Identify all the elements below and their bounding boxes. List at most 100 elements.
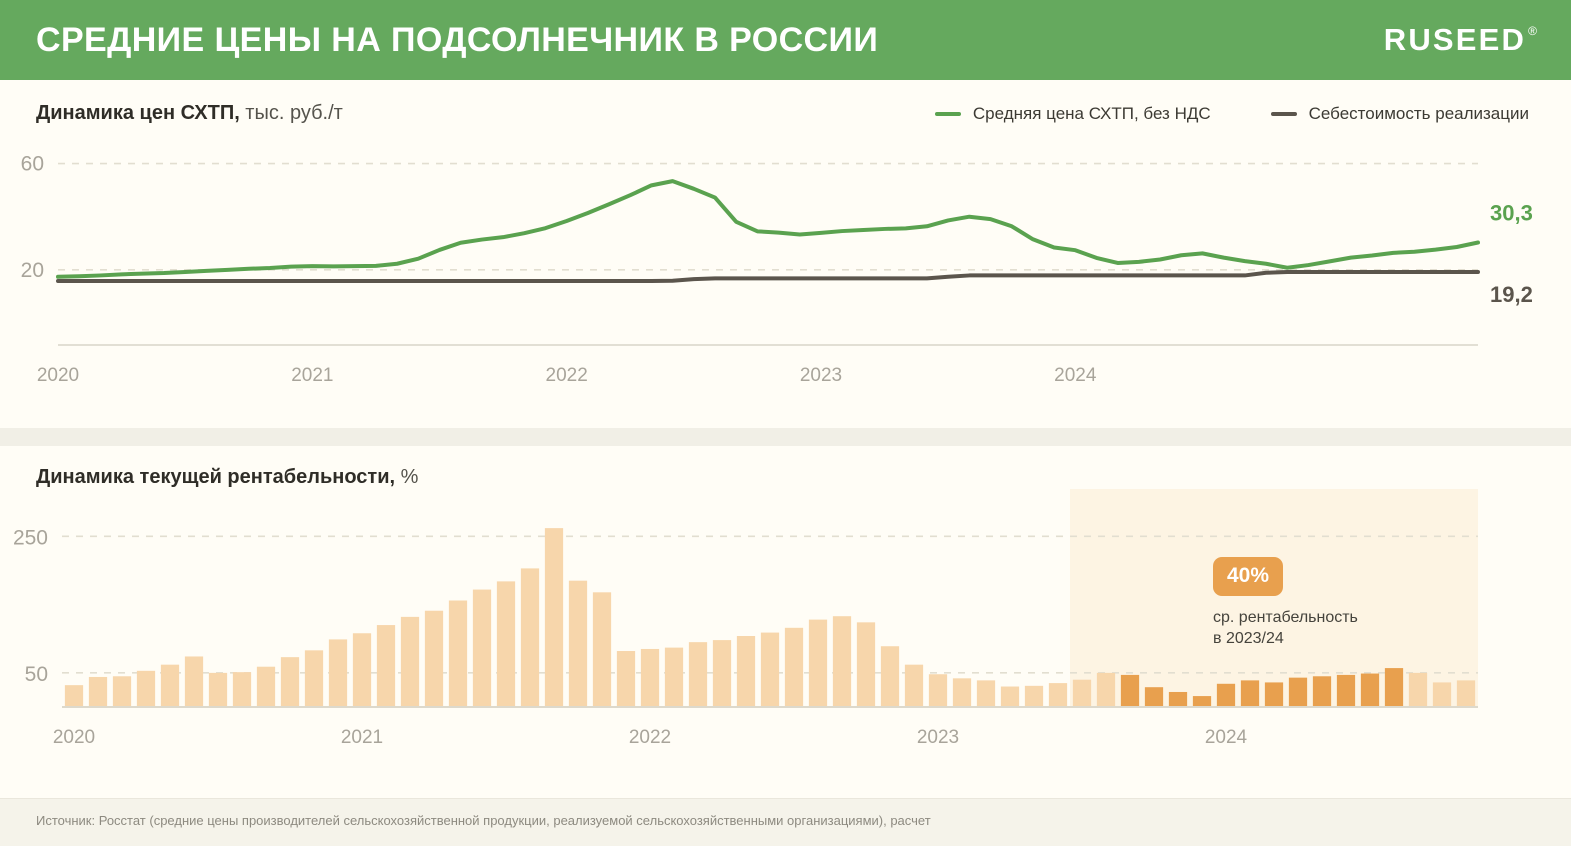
- bar: [448, 600, 468, 707]
- annotation-badge: 40%: [1213, 557, 1284, 596]
- annotation-line-2: в 2023/24: [1213, 630, 1284, 648]
- bar: [1168, 691, 1188, 707]
- x-tick-label: 2024: [1054, 365, 1097, 386]
- x-tick-label: 2021: [291, 365, 333, 386]
- bar: [400, 616, 420, 707]
- bar: [280, 657, 300, 707]
- source-footer: Источник: Росстат (средние цены производ…: [0, 798, 1571, 846]
- legend-swatch-green: [934, 111, 961, 116]
- bar: [376, 625, 396, 707]
- bar: [88, 676, 108, 707]
- registered-mark-icon: ®: [1528, 24, 1537, 38]
- bar: [1384, 668, 1404, 707]
- bar: [976, 680, 996, 707]
- legend-swatch-dark: [1270, 111, 1297, 116]
- profitability-panel: Динамика текущей рентабельности, % 50 250…: [0, 446, 1571, 798]
- bar: [808, 619, 828, 707]
- x-tick-label: 2020: [53, 727, 95, 748]
- chart1-plot-area: 20 60 30,3 19,2 2020 2021 2022 2023 2024: [0, 125, 1571, 405]
- price-dynamics-panel: Динамика цен СХТП, тыс. руб./т Средняя ц…: [0, 80, 1571, 428]
- bar: [1048, 683, 1068, 707]
- bar: [928, 674, 948, 707]
- panel-divider: [0, 428, 1571, 446]
- bar: [304, 650, 324, 707]
- end-label-dark: 19,2: [1490, 282, 1533, 307]
- bar: [1264, 682, 1284, 707]
- y-tick-label: 250: [13, 526, 48, 549]
- brand-logo: RUSEED ®: [1384, 22, 1537, 58]
- line-chart-svg: 20 60 30,3 19,2 2020 2021 2022 2023 2024: [21, 153, 1533, 386]
- bar: [136, 670, 156, 707]
- bar: [664, 647, 684, 707]
- bar: [208, 672, 228, 707]
- legend-label-avg-price: Средняя цена СХТП, без НДС: [972, 103, 1211, 123]
- bar: [64, 685, 84, 707]
- legend-label-cost: Себестоимость реализации: [1308, 103, 1529, 123]
- bar: [496, 581, 516, 707]
- bar: [832, 616, 852, 707]
- bar: [1360, 673, 1380, 707]
- bar: [1432, 682, 1452, 707]
- bar: [784, 627, 804, 707]
- bar: [880, 646, 900, 707]
- bar: [760, 632, 780, 707]
- bar: [1024, 685, 1044, 707]
- page-title: СРЕДНИЕ ЦЕНЫ НА ПОДСОЛНЕЧНИК В РОССИИ: [36, 20, 879, 59]
- bar: [472, 589, 492, 707]
- bar: [1240, 680, 1260, 707]
- x-tick-label: 2024: [1205, 727, 1248, 748]
- bar: [1192, 696, 1212, 707]
- chart1-header: Динамика цен СХТП, тыс. руб./т Средняя ц…: [0, 102, 1571, 125]
- legend-item-cost[interactable]: Себестоимость реализации: [1270, 103, 1529, 124]
- series-line-avg-price: [56, 179, 1480, 279]
- bar: [592, 592, 612, 707]
- x-tick-label: 2023: [800, 365, 842, 386]
- x-tick-label: 2022: [629, 727, 671, 748]
- bar: [520, 568, 540, 707]
- bar: [1336, 674, 1356, 707]
- highlight-band: [1070, 489, 1478, 707]
- bar: [616, 651, 636, 707]
- chart1-title-main: Динамика цен СХТП,: [36, 102, 240, 124]
- bar: [1288, 677, 1308, 707]
- x-tick-label: 2023: [917, 727, 959, 748]
- series-line-cost: [56, 269, 1480, 284]
- chart2-title-unit: %: [395, 466, 419, 488]
- chart2-plot-area: 50 250 2020 2021 2022 2023 2024: [0, 489, 1571, 779]
- bar: [568, 580, 588, 707]
- annotation-text: ср. рентабельность в 2023/24: [1213, 607, 1443, 649]
- bar: [112, 676, 132, 707]
- bar: [856, 622, 876, 707]
- bar: [1216, 683, 1236, 707]
- bar-chart-svg: 50 250 2020 2021 2022 2023 2024: [13, 489, 1478, 748]
- chart1-legend: Средняя цена СХТП, без НДС Себестоимость…: [934, 103, 1535, 124]
- bar: [160, 664, 180, 707]
- bar: [352, 633, 372, 707]
- chart1-title-unit: тыс. руб./т: [239, 102, 343, 124]
- bar: [184, 656, 204, 707]
- bar: [952, 678, 972, 707]
- chart2-title: Динамика текущей рентабельности, %: [36, 466, 418, 489]
- brand-name: RUSEED: [1383, 22, 1527, 57]
- end-label-green: 30,3: [1490, 200, 1533, 225]
- bar: [1456, 680, 1476, 707]
- bar: [232, 672, 252, 707]
- profitability-annotation: 40% ср. рентабельность в 2023/24: [1213, 557, 1443, 649]
- x-tick-label: 2022: [546, 365, 588, 386]
- bar: [256, 666, 276, 707]
- bar: [688, 642, 708, 707]
- chart2-title-main: Динамика текущей рентабельности,: [36, 466, 396, 488]
- bar: [712, 640, 732, 707]
- source-text: Источник: Росстат (средние цены производ…: [36, 813, 931, 828]
- bar: [1072, 679, 1092, 707]
- bar: [1144, 687, 1164, 707]
- bar: [736, 635, 756, 707]
- y-tick-label: 20: [21, 259, 44, 282]
- x-tick-label: 2020: [37, 365, 79, 386]
- bar: [1120, 674, 1140, 707]
- bar: [1096, 672, 1116, 707]
- bar: [424, 610, 444, 707]
- bar: [904, 664, 924, 707]
- legend-item-avg-price[interactable]: Средняя цена СХТП, без НДС: [934, 103, 1211, 124]
- bar: [1408, 672, 1428, 707]
